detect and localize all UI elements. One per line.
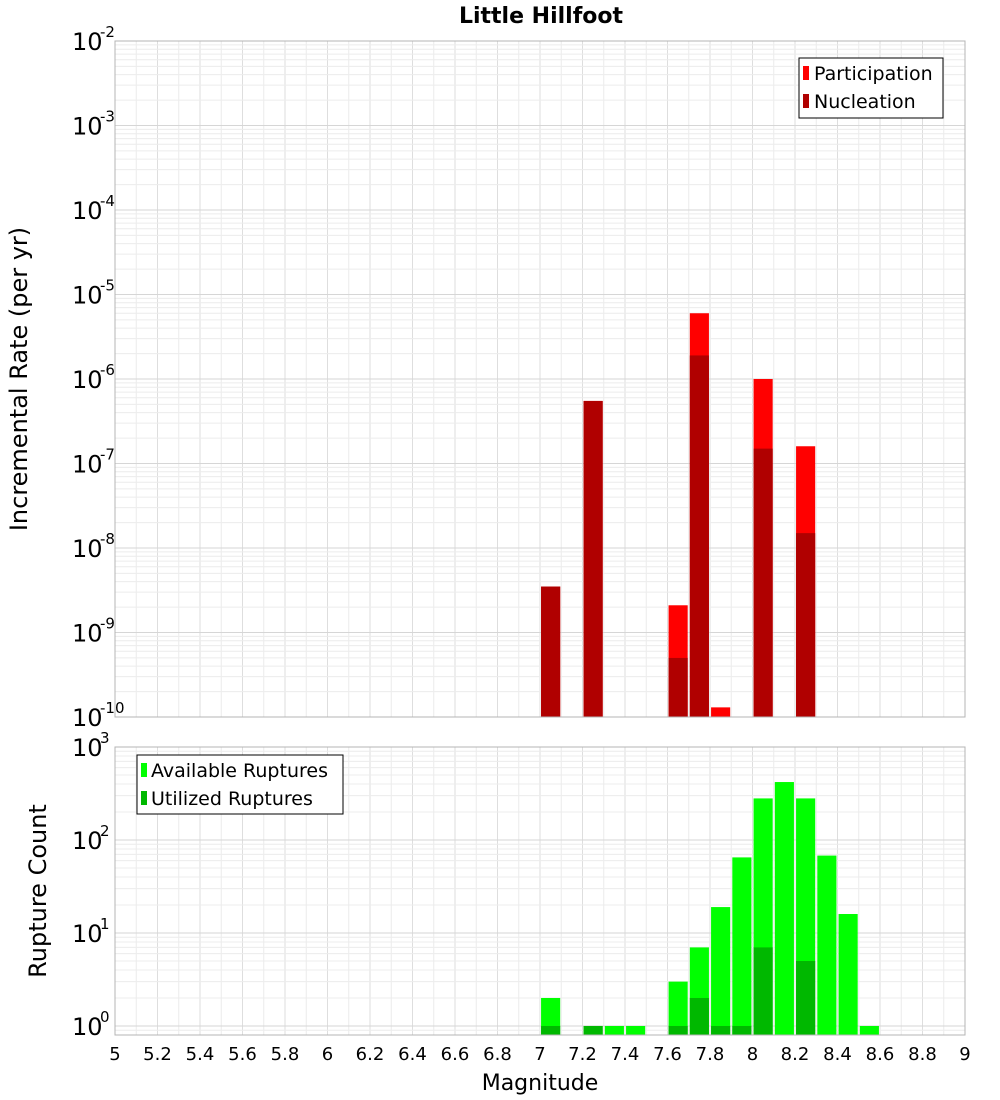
rate-y-tick-exponent: -4 [100,192,115,210]
rate-y-tick-exponent: -10 [100,699,125,717]
x-tick-label: 8.4 [823,1044,852,1065]
count-legend-box [136,754,344,815]
rate-y-tick-base: 10 [72,113,103,141]
count-y-tick-exponent: 0 [100,1008,110,1026]
rate-bar-nucleation [689,355,709,717]
count-bars [541,782,879,1035]
rate-y-tick-exponent: -5 [100,277,115,295]
utilized-legend-label: Utilized Ruptures [151,788,313,810]
count-bar-available [541,997,561,1035]
count-bar-utilized [689,997,709,1035]
x-tick-label: 7.6 [653,1044,682,1065]
count-y-tick-exponent: 3 [100,729,110,747]
rate-y-tick-exponent: -2 [100,23,115,41]
x-tick-label: 8.6 [866,1044,895,1065]
x-tick-label: 7.8 [696,1044,725,1065]
x-tick-label: 5 [109,1044,120,1065]
x-tick-label: 6.8 [483,1044,512,1065]
rate-y-tick-base: 10 [72,197,103,225]
rate-bars [541,313,816,717]
count-bar-available [817,855,837,1035]
rate-y-tick-base: 10 [72,28,103,56]
rate-bar-nucleation [541,586,561,717]
count-bar-available [626,1025,646,1035]
rate-legend-box [798,57,944,119]
x-tick-label: 6.4 [398,1044,427,1065]
count-bar-available [859,1025,879,1035]
nucleation-swatch [803,94,809,108]
x-tick-label: 7 [534,1044,545,1065]
rate-y-tick-exponent: -9 [100,615,115,633]
rate-y-tick-base: 10 [72,366,103,394]
rate-y-tick-exponent: -6 [100,361,115,379]
x-tick-label: 5.2 [143,1044,172,1065]
participation-swatch [803,66,809,80]
count-y-tick-base: 10 [72,827,103,855]
x-tick-label: 8 [747,1044,758,1065]
rate-bar-nucleation [668,657,688,717]
count-y-tick-base: 10 [72,920,103,948]
available-legend-label: Available Ruptures [151,760,328,782]
count-y-axis-label: Rupture Count [24,804,52,978]
count-y-tick-base: 10 [72,734,103,762]
count-bar-utilized [583,1025,603,1035]
rate-y-tick-exponent: -3 [100,108,115,126]
x-tick-label: 6.2 [356,1044,385,1065]
rate-plot-border [114,40,966,718]
count-bar-available [668,981,688,1035]
x-tick-label: 5.8 [271,1044,300,1065]
rate-bar-nucleation [796,533,816,717]
count-y-tick-base: 10 [72,1013,103,1041]
count-bar-utilized [732,1025,752,1035]
rate-y-tick-exponent: -8 [100,530,115,548]
count-bar-utilized [541,1025,561,1035]
x-tick-label: 8.2 [781,1044,810,1065]
rate-y-tick-base: 10 [72,451,103,479]
rate-y-tick-base: 10 [72,704,103,732]
x-axis-label: Magnitude [482,1071,599,1096]
count-bar-utilized [753,947,773,1035]
rate-bar-participation [711,707,731,717]
rate-y-tick-base: 10 [72,620,103,648]
count-bar-available [838,914,858,1035]
count-bar-available [774,782,794,1035]
count-bar-available [711,907,731,1035]
x-tick-label: 7.2 [568,1044,597,1065]
x-tick-label: 5.4 [186,1044,215,1065]
rate-y-tick-base: 10 [72,282,103,310]
count-bar-utilized [668,1025,688,1035]
count-bar-utilized [711,1025,731,1035]
available-swatch [141,763,147,777]
count-plot-border [114,746,966,1036]
rate-legend: Participation Nucleation [798,57,944,119]
count-y-tick-exponent: 1 [100,915,110,933]
count-bar-available [732,857,752,1035]
count-x-ticks: 5 5.2 5.4 5.6 5.8 6 6.2 6.4 6.6 6.8 7 7.2 7.4 7.6 7.8 8… [109,1044,970,1065]
rate-bar-nucleation [583,400,603,717]
rate-y-tick-base: 10 [72,535,103,563]
x-tick-label: 7.4 [611,1044,640,1065]
rate-grid [114,40,966,718]
x-tick-label: 9 [959,1044,970,1065]
utilized-swatch [141,791,147,805]
x-tick-label: 6 [322,1044,333,1065]
nucleation-legend-label: Nucleation [814,91,916,113]
count-bar-available [604,1025,624,1035]
x-tick-label: 5.6 [228,1044,257,1065]
x-tick-label: 8.8 [908,1044,937,1065]
count-bar-utilized [796,960,816,1035]
rate-y-axis-label: Incremental Rate (per yr) [5,227,33,531]
count-legend: Available Ruptures Utilized Ruptures [136,754,344,815]
rate-y-tick-exponent: -7 [100,446,115,464]
chart-title: Little Hillfoot [459,4,624,29]
x-tick-label: 6.6 [441,1044,470,1065]
rate-bar-nucleation [753,448,773,717]
participation-legend-label: Participation [814,63,933,85]
count-y-tick-exponent: 2 [100,822,110,840]
